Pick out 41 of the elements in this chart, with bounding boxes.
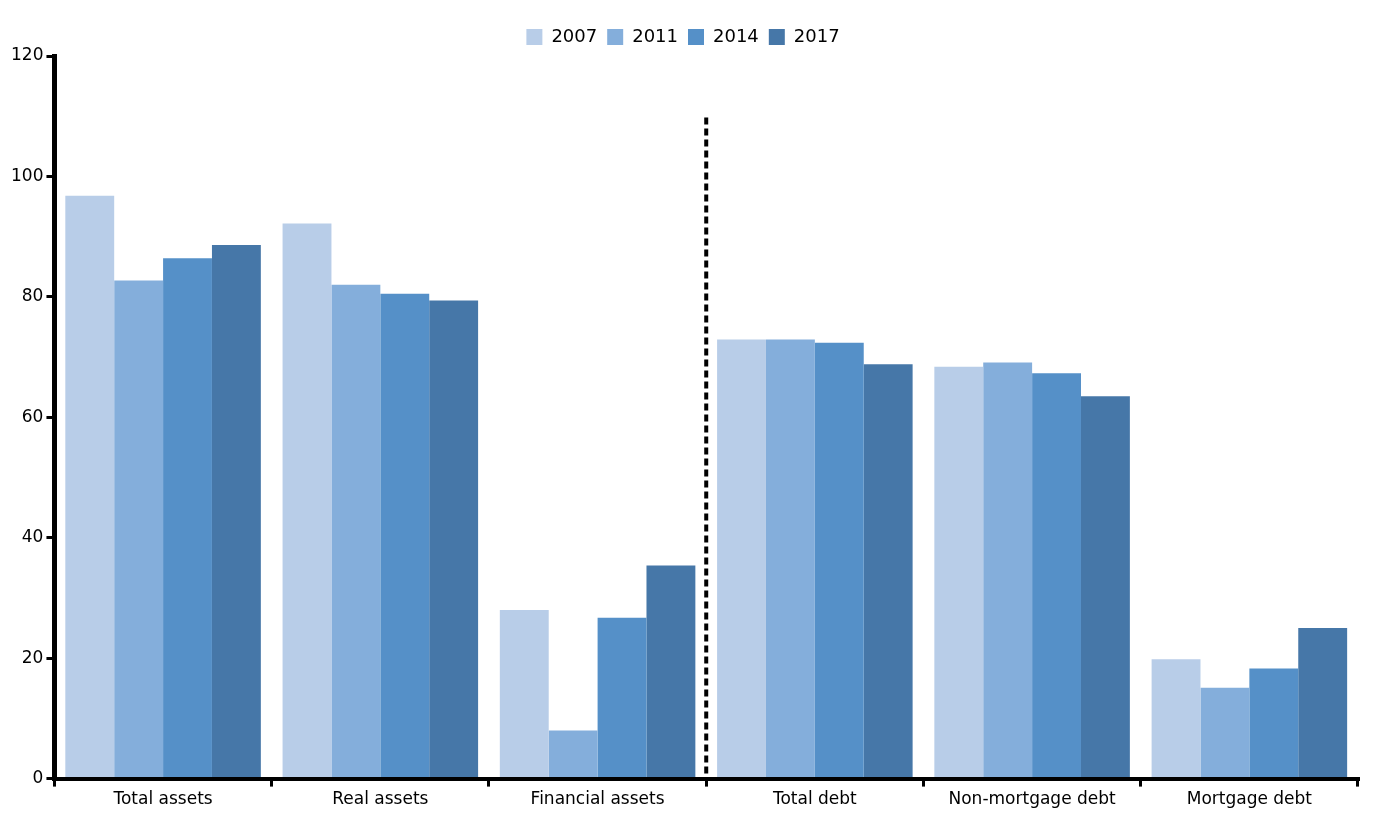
bar (548, 730, 598, 778)
bar (717, 339, 766, 778)
x-tick-label: Non-mortgage debt (948, 788, 1117, 809)
legend-label: 2014 (713, 24, 759, 46)
bar (429, 300, 479, 778)
y-tick-label: 0 (32, 767, 44, 788)
legend-label: 2017 (793, 24, 840, 46)
bar (380, 293, 430, 778)
bar (65, 195, 115, 778)
bar (1151, 659, 1201, 778)
bar (331, 284, 381, 778)
legend-label: 2011 (632, 24, 678, 46)
bar (1200, 687, 1250, 778)
x-tick-label: Real assets (332, 788, 429, 809)
bar (765, 339, 815, 778)
y-tick-label: 40 (21, 526, 44, 547)
bar (1298, 628, 1348, 778)
bar (282, 223, 332, 778)
y-tick-label: 20 (21, 646, 44, 667)
x-tick-label: Mortgage debt (1186, 788, 1313, 809)
bar (114, 280, 164, 778)
bar (1249, 668, 1299, 778)
bar (646, 565, 696, 778)
bar (163, 258, 212, 778)
bar (934, 366, 984, 778)
legend-label: 2007 (551, 24, 598, 46)
x-tick-label: Total assets (112, 788, 213, 809)
bar (1032, 373, 1081, 778)
bar (1080, 396, 1130, 778)
bar (597, 617, 647, 778)
bar (983, 362, 1033, 778)
y-tick-label: 100 (10, 164, 44, 185)
bar (814, 342, 864, 778)
bar (499, 609, 549, 778)
y-tick-label: 120 (10, 44, 44, 65)
bar (211, 245, 261, 778)
x-tick-label: Total debt (771, 788, 858, 809)
y-tick-label: 60 (21, 405, 44, 426)
x-tick-label: Financial assets (530, 788, 665, 809)
bar (863, 364, 913, 778)
y-tick-label: 80 (21, 285, 44, 306)
